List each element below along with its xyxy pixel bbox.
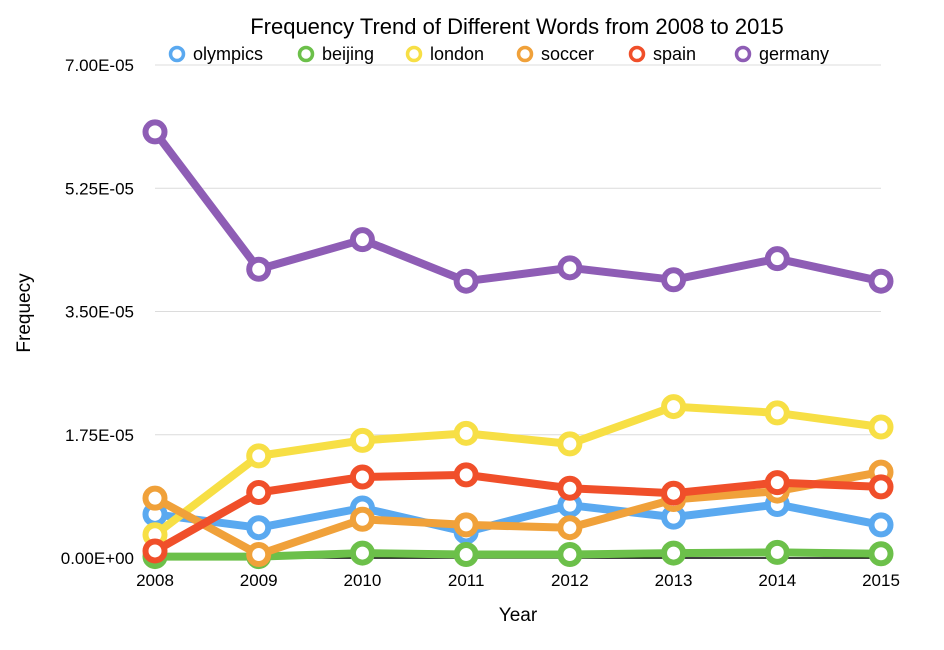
y-tick-label: 3.50E-05: [65, 303, 134, 322]
data-point: [349, 506, 375, 532]
legend-marker: [168, 45, 186, 63]
legend-item-london: london: [405, 44, 484, 64]
chart-title: Frequency Trend of Different Words from …: [250, 14, 784, 39]
data-point: [349, 464, 375, 490]
y-axis: 0.00E+00 1.75E-05 3.50E-05 5.25E-05 7.00E-05: [61, 56, 134, 568]
legend-label: beijing: [322, 44, 374, 64]
data-point: [557, 515, 583, 541]
legend-label: soccer: [541, 44, 594, 64]
data-point: [868, 541, 894, 567]
legend-marker: [516, 45, 534, 63]
data-point: [349, 427, 375, 453]
y-tick-label: 5.25E-05: [65, 179, 134, 198]
data-point: [246, 480, 272, 506]
legend-label: london: [430, 44, 484, 64]
x-tick-label: 2008: [136, 571, 174, 590]
series-line: [151, 468, 885, 559]
data-point: [661, 480, 687, 506]
legend-label: spain: [653, 44, 696, 64]
data-point: [661, 540, 687, 566]
data-point: [868, 414, 894, 440]
data-point: [453, 541, 479, 567]
data-point: [764, 470, 790, 496]
y-tick-label: 0.00E+00: [61, 549, 134, 568]
series-london: [142, 394, 894, 548]
data-point: [557, 255, 583, 281]
data-point: [453, 512, 479, 538]
data-point: [349, 540, 375, 566]
series-beijing: [142, 539, 894, 570]
data-point: [142, 485, 168, 511]
x-tick-label: 2014: [758, 571, 796, 590]
data-point: [142, 538, 168, 564]
legend-marker: [405, 45, 423, 63]
x-axis-title: Year: [499, 605, 538, 626]
series-line: [151, 470, 885, 555]
x-tick-label: 2015: [862, 571, 900, 590]
series-layer: [142, 119, 894, 570]
legend-item-spain: spain: [628, 44, 696, 64]
legend-item-germany: germany: [734, 44, 829, 64]
data-point: [453, 462, 479, 488]
series-line: [151, 127, 885, 286]
data-point: [246, 515, 272, 541]
legend-item-beijing: beijing: [297, 44, 374, 64]
legend-item-soccer: soccer: [516, 44, 594, 64]
series-line: [151, 548, 885, 561]
data-point: [661, 394, 687, 420]
data-point: [868, 474, 894, 500]
data-point: [246, 256, 272, 282]
data-point: [764, 400, 790, 426]
y-tick-label: 7.00E-05: [65, 56, 134, 75]
x-tick-label: 2009: [240, 571, 278, 590]
legend: olympics beijing london soccer spain germany: [168, 44, 829, 64]
x-tick-label: 2010: [344, 571, 382, 590]
legend-item-olympics: olympics: [168, 44, 263, 64]
y-axis-title: Frequecy: [14, 273, 35, 353]
legend-marker: [734, 45, 752, 63]
data-point: [557, 541, 583, 567]
data-point: [661, 267, 687, 293]
x-axis: 2008 2009 2010 2011 2012 2013 2014 2015: [136, 571, 900, 590]
x-tick-label: 2012: [551, 571, 589, 590]
data-point: [349, 227, 375, 253]
legend-label: olympics: [193, 44, 263, 64]
data-point: [868, 512, 894, 538]
x-tick-label: 2013: [655, 571, 693, 590]
series-spain: [142, 462, 894, 564]
series-line: [151, 500, 885, 536]
data-point: [142, 119, 168, 145]
data-point: [764, 539, 790, 565]
legend-marker: [297, 45, 315, 63]
legend-label: germany: [759, 44, 829, 64]
series-germany: [142, 119, 894, 294]
x-tick-label: 2011: [448, 571, 485, 590]
data-point: [453, 268, 479, 294]
data-point: [453, 420, 479, 446]
data-point: [557, 475, 583, 501]
y-tick-label: 1.75E-05: [65, 426, 134, 445]
legend-marker: [628, 45, 646, 63]
series-line: [151, 402, 885, 539]
data-point: [868, 268, 894, 294]
data-point: [246, 443, 272, 469]
data-point: [246, 541, 272, 567]
data-point: [764, 246, 790, 272]
data-point: [557, 431, 583, 457]
